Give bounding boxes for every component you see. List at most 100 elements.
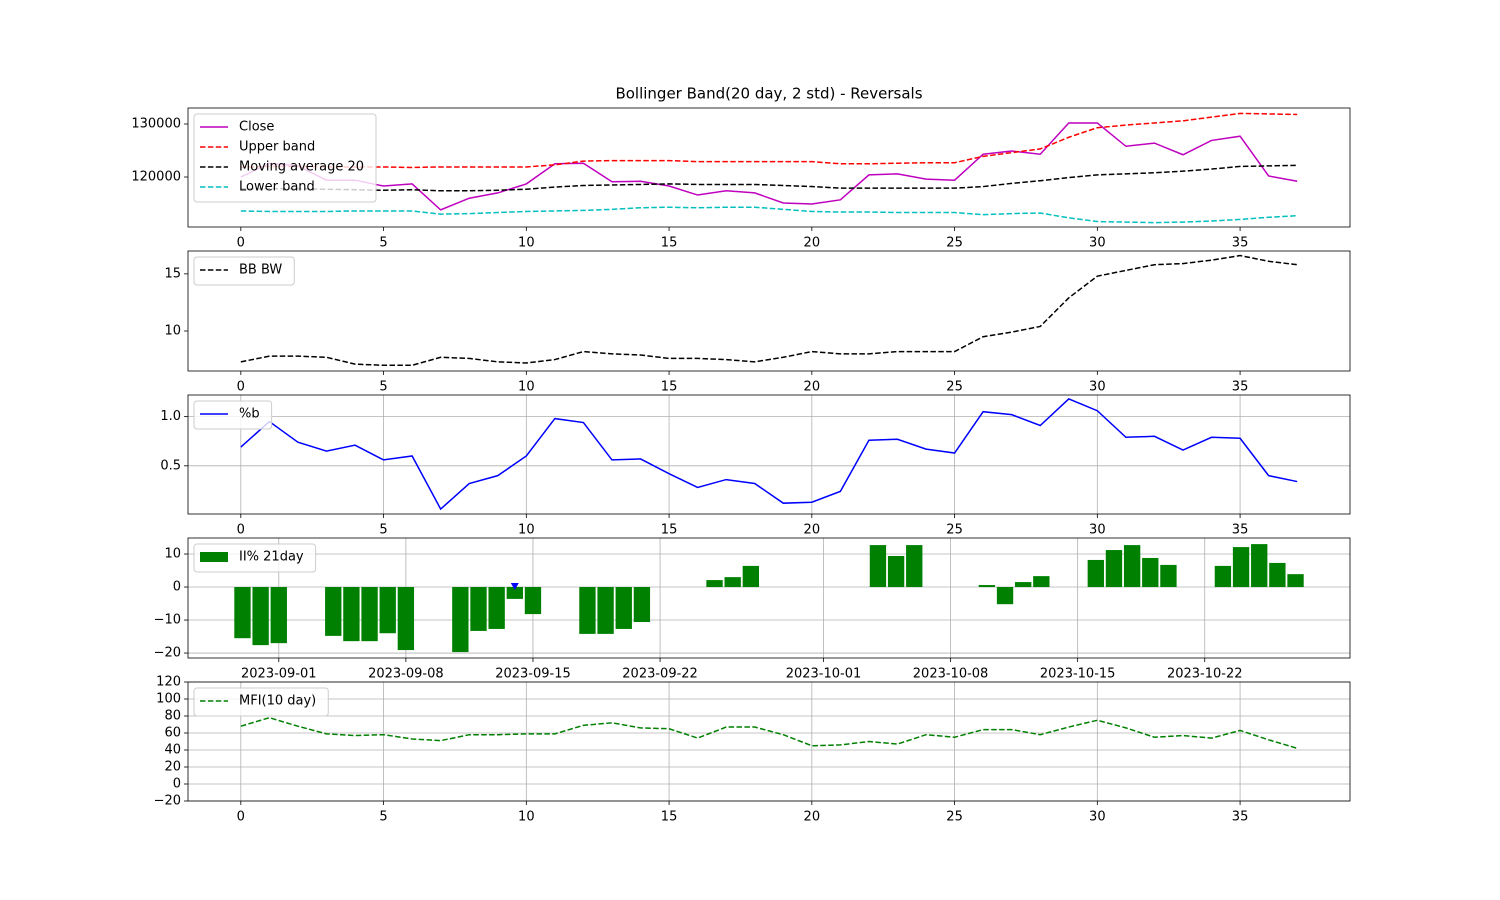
bar: [1232, 547, 1250, 588]
legend-box: [193, 256, 295, 286]
bar: [615, 587, 632, 629]
bar: [270, 587, 287, 644]
legend-box: [193, 543, 317, 573]
series-line: [240, 254, 1298, 367]
x-tick-label: 5: [379, 810, 387, 825]
legend-label: Lower band: [239, 180, 315, 195]
y-tick-label: 80: [164, 709, 181, 724]
x-tick-label: 30: [1089, 523, 1106, 538]
y-tick-label: 0.5: [160, 458, 181, 473]
series-line: [240, 398, 1298, 511]
bar: [1087, 559, 1104, 588]
axes-frame: [187, 107, 1351, 228]
x-tick-label: 0: [237, 380, 245, 395]
bar: [724, 577, 741, 588]
bar: [252, 587, 269, 646]
axes-frame: [187, 681, 1351, 802]
panel: 0 5 10 15 20 25 30 35 −20 0 20 40 60 80 100 120 MFI(10 d…: [154, 675, 1351, 825]
bar: [1160, 564, 1177, 588]
bar: [633, 587, 651, 623]
bar: [1269, 562, 1286, 588]
y-tick-label: 100: [156, 692, 181, 707]
x-tick-label: 30: [1089, 380, 1106, 395]
y-tick-label: 120: [156, 675, 181, 690]
bar: [1105, 550, 1123, 588]
bar: [742, 565, 760, 588]
x-tick-label: 2023-10-01: [786, 667, 862, 682]
series-line: [240, 206, 1298, 224]
x-tick-label: 0: [237, 236, 245, 251]
bar: [506, 587, 523, 599]
x-tick-label: 15: [661, 380, 678, 395]
y-tick-label: −10: [154, 613, 181, 628]
x-tick-label: 25: [946, 810, 963, 825]
legend-box: [193, 400, 273, 430]
x-tick-label: 20: [804, 236, 821, 251]
y-tick-label: 60: [164, 726, 181, 741]
x-tick-label: 25: [946, 236, 963, 251]
bar: [1251, 544, 1268, 588]
bar: [361, 587, 378, 642]
x-tick-label: 35: [1232, 523, 1249, 538]
bar: [597, 587, 614, 634]
bar: [379, 587, 396, 634]
x-tick-label: 30: [1089, 810, 1106, 825]
x-tick-label: 2023-09-08: [368, 667, 444, 682]
chart-title: Bollinger Band(20 day, 2 std) - Reversal…: [615, 85, 922, 103]
x-tick-label: 0: [237, 810, 245, 825]
bar: [234, 587, 251, 639]
x-tick-label: 10: [518, 236, 535, 251]
bar: [343, 587, 360, 642]
x-tick-label: 10: [518, 810, 535, 825]
legend: %b: [193, 400, 273, 430]
legend-label: II% 21day: [239, 550, 304, 565]
bar: [978, 585, 996, 588]
bar: [1287, 574, 1304, 588]
x-tick-label: 15: [661, 810, 678, 825]
series-line: [240, 122, 1298, 211]
x-tick-label: 35: [1232, 380, 1249, 395]
x-tick-label: 2023-09-15: [495, 667, 571, 682]
x-tick-label: 5: [379, 523, 387, 538]
y-tick-label: 130000: [131, 117, 181, 132]
x-tick-label: 15: [661, 523, 678, 538]
axes-frame: [187, 537, 1351, 659]
legend: MFI(10 day): [193, 687, 329, 717]
x-tick-label: 2023-09-01: [241, 667, 317, 682]
bar: [869, 545, 887, 588]
bar: [1033, 576, 1050, 588]
panel: 0 5 10 15 20 25 30 35 10 15 BB BW: [164, 250, 1351, 395]
y-tick-label: 10: [164, 324, 181, 339]
bar: [452, 587, 469, 653]
x-tick-label: 2023-09-22: [622, 667, 698, 682]
x-tick-label: 2023-10-08: [913, 667, 989, 682]
x-tick-label: 5: [379, 236, 387, 251]
x-tick-label: 0: [237, 523, 245, 538]
x-tick-label: 25: [946, 523, 963, 538]
y-tick-label: 10: [164, 547, 181, 562]
axes-frame: [187, 250, 1351, 372]
bar: [579, 587, 596, 634]
bar: [996, 587, 1014, 605]
bar: [706, 580, 723, 588]
legend-label: Moving average 20: [239, 160, 364, 175]
y-tick-label: 0: [173, 580, 181, 595]
y-tick-label: −20: [154, 794, 181, 809]
bar: [1142, 557, 1159, 588]
bar: [470, 587, 487, 631]
y-tick-label: 1.0: [160, 409, 181, 424]
y-tick-label: 15: [164, 266, 181, 281]
series-line: [240, 716, 1298, 750]
x-tick-label: 20: [804, 380, 821, 395]
x-tick-label: 2023-10-15: [1040, 667, 1116, 682]
legend-label: MFI(10 day): [239, 694, 316, 709]
x-tick-label: 10: [518, 380, 535, 395]
bar: [397, 587, 415, 651]
y-tick-label: 0: [173, 777, 181, 792]
x-tick-label: 5: [379, 380, 387, 395]
x-tick-label: 30: [1089, 236, 1106, 251]
bar: [1015, 582, 1032, 588]
bar: [325, 587, 342, 636]
legend-label: Upper band: [239, 140, 315, 155]
bar: [524, 587, 542, 615]
